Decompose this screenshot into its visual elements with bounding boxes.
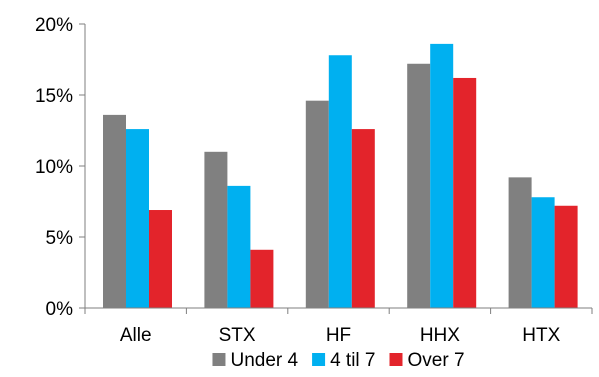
x-axis-ticks: Alle STX HF HHX HTX (84, 308, 593, 346)
bar-hf-1 (305, 100, 329, 309)
legend-label-1: Under 4 (230, 350, 298, 371)
x-tick-label: HF (326, 325, 351, 346)
bar-alle-1 (103, 114, 126, 308)
bar-stx-2 (227, 185, 251, 308)
y-tick-label: 5% (46, 228, 74, 249)
bar-hhx-1 (407, 63, 431, 309)
legend-swatch-1 (212, 353, 226, 366)
x-tick-label: HHX (420, 325, 460, 346)
bar-alle-2 (126, 129, 149, 308)
bar-hhx-2 (430, 43, 454, 308)
bar-htx-1 (508, 177, 532, 308)
bar-hf-2 (328, 55, 352, 308)
bar-hf-3 (351, 129, 375, 308)
y-axis-ticks: 0% 5% 10% 15% 20% (35, 15, 85, 320)
bar-htx-3 (554, 205, 578, 308)
bars (103, 43, 578, 309)
y-tick-label: 20% (35, 15, 73, 36)
bar-stx-3 (250, 249, 274, 308)
legend-label-3: Over 7 (408, 350, 465, 371)
x-tick-label: HTX (522, 325, 560, 346)
bar-alle-3 (149, 210, 172, 308)
legend-label-2: 4 til 7 (330, 350, 375, 371)
bar-stx-1 (204, 151, 228, 308)
legend-swatch-2 (312, 353, 326, 366)
y-tick-label: 10% (35, 157, 73, 178)
x-tick-label: STX (219, 325, 256, 346)
x-tick-label: Alle (120, 325, 152, 346)
y-tick-label: 0% (46, 299, 74, 320)
legend: Under 4 4 til 7 Over 7 (212, 350, 465, 371)
y-tick-label: 15% (35, 86, 73, 107)
bar-htx-2 (531, 197, 555, 308)
bar-hhx-3 (453, 77, 477, 309)
legend-swatch-3 (389, 353, 403, 366)
